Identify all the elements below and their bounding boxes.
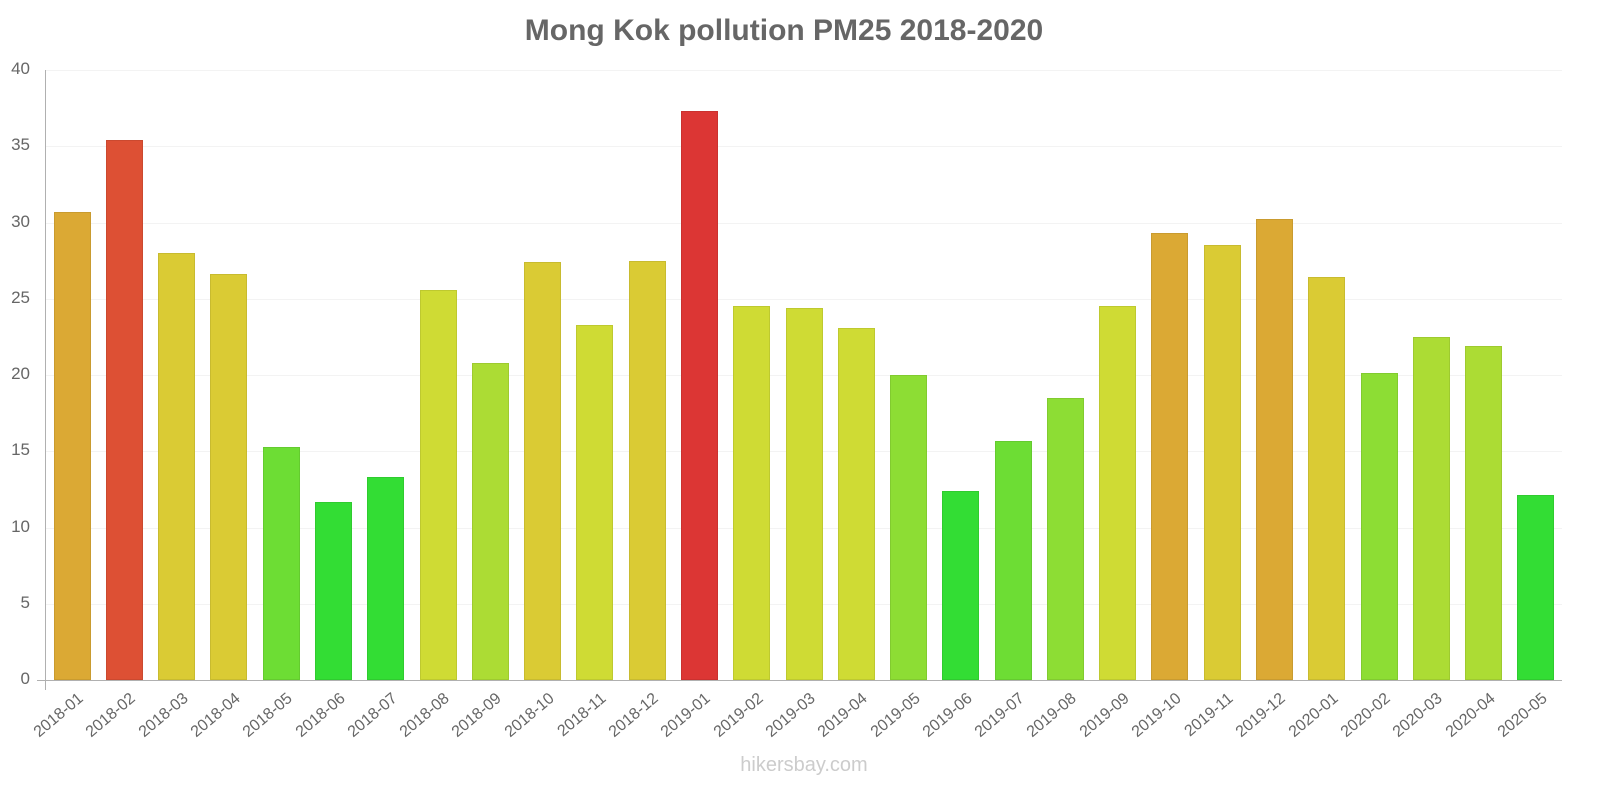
origin-tick [37, 680, 45, 681]
x-tick-label: 2020-03 [1389, 690, 1446, 741]
x-tick-label: 2018-01 [30, 690, 87, 741]
bar-2019-01[interactable] [681, 111, 718, 680]
y-tick-label: 10 [11, 517, 30, 536]
bar-2019-03[interactable] [786, 308, 823, 680]
x-tick-label: 2018-04 [187, 690, 244, 741]
gridline [46, 146, 1562, 147]
x-tick-label: 2019-02 [710, 690, 767, 741]
x-tick-label: 2019-06 [919, 690, 976, 741]
gridline [46, 223, 1562, 224]
bar-2018-07[interactable] [367, 477, 404, 680]
bar-2019-08[interactable] [1047, 398, 1084, 680]
x-tick-label: 2019-04 [814, 690, 871, 741]
bar-2019-11[interactable] [1204, 245, 1241, 680]
x-axis-line [37, 680, 1562, 681]
bar-2020-04[interactable] [1465, 346, 1502, 680]
x-tick-label: 2020-02 [1337, 690, 1394, 741]
y-tick-label: 35 [11, 135, 30, 154]
bar-2018-11[interactable] [576, 325, 613, 680]
bar-2020-02[interactable] [1361, 373, 1398, 680]
x-tick-label: 2018-06 [292, 690, 349, 741]
y-tick-label: 30 [11, 212, 30, 231]
x-tick-label: 2018-08 [396, 690, 453, 741]
bar-2019-07[interactable] [995, 441, 1032, 680]
bar-2020-03[interactable] [1413, 337, 1450, 680]
x-tick-label: 2020-01 [1285, 690, 1342, 741]
x-tick-label: 2018-05 [239, 690, 296, 741]
x-tick-label: 2019-12 [1232, 690, 1289, 741]
x-tick-label: 2018-02 [82, 690, 139, 741]
x-tick-label: 2019-07 [971, 690, 1028, 741]
bar-2019-05[interactable] [890, 375, 927, 680]
bar-2018-10[interactable] [524, 262, 561, 680]
bar-2019-02[interactable] [733, 306, 770, 680]
chart-title: Mong Kok pollution PM25 2018-2020 [524, 14, 1044, 47]
bar-2020-05[interactable] [1517, 495, 1554, 680]
y-tick-label: 40 [11, 59, 30, 78]
x-tick-label: 2019-03 [762, 690, 819, 741]
x-tick-label: 2018-12 [605, 690, 662, 741]
bar-2018-05[interactable] [263, 447, 300, 680]
bar-2018-04[interactable] [210, 274, 247, 680]
bar-2019-04[interactable] [838, 328, 875, 680]
bar-2018-09[interactable] [472, 363, 509, 680]
x-tick-label: 2020-04 [1442, 690, 1499, 741]
y-tick-label: 15 [11, 440, 30, 459]
y-tick-label: 25 [11, 288, 30, 307]
x-tick-label: 2018-07 [344, 690, 401, 741]
x-tick-label: 2018-09 [448, 690, 505, 741]
x-tick-label: 2019-11 [1181, 690, 1237, 741]
x-tick-label: 2019-01 [657, 690, 714, 741]
bar-2019-10[interactable] [1151, 233, 1188, 680]
bar-2019-09[interactable] [1099, 306, 1136, 680]
y-axis-line [45, 70, 46, 690]
bar-2018-02[interactable] [106, 140, 143, 680]
bar-2018-06[interactable] [315, 502, 352, 680]
x-tick-label: 2020-05 [1494, 690, 1551, 741]
watermark: hikersbay.com [740, 754, 868, 776]
x-tick-label: 2018-03 [135, 690, 192, 741]
bar-2019-12[interactable] [1256, 219, 1293, 680]
x-tick-label: 2018-10 [501, 690, 558, 741]
bar-2018-12[interactable] [629, 261, 666, 680]
y-tick-label: 20 [11, 364, 30, 383]
x-tick-label: 2019-10 [1128, 690, 1185, 741]
x-tick-label: 2018-11 [554, 690, 610, 741]
x-tick-label: 2019-05 [867, 690, 924, 741]
bar-2019-06[interactable] [942, 491, 979, 680]
bar-2018-08[interactable] [420, 290, 457, 680]
y-tick-label: 5 [20, 593, 30, 612]
y-tick-label: 0 [20, 669, 30, 688]
gridline [46, 299, 1562, 300]
x-tick-label: 2019-09 [1076, 690, 1133, 741]
gridline [46, 70, 1562, 71]
bar-2018-03[interactable] [158, 253, 195, 680]
bar-2018-01[interactable] [54, 212, 91, 680]
bar-2020-01[interactable] [1308, 277, 1345, 680]
x-tick-label: 2019-08 [1023, 690, 1080, 741]
